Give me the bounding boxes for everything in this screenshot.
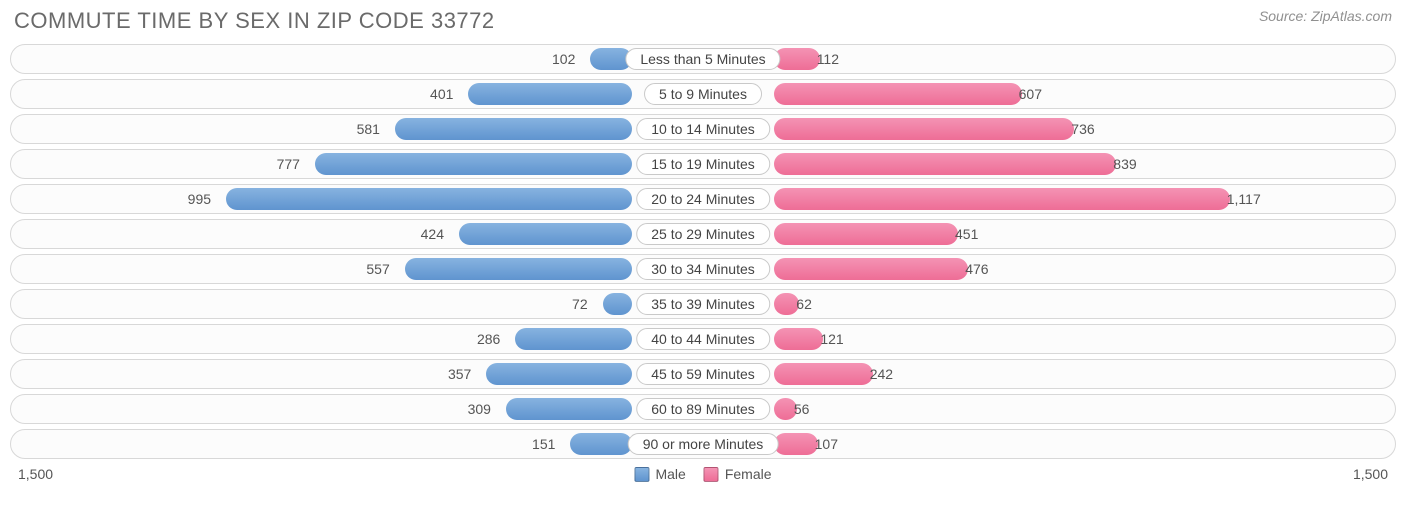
legend-male: Male — [634, 466, 685, 482]
male-bar — [468, 83, 632, 105]
female-bar — [774, 328, 823, 350]
male-bar — [226, 188, 632, 210]
category-label: 5 to 9 Minutes — [644, 83, 762, 105]
legend-female: Female — [704, 466, 772, 482]
male-bar — [395, 118, 632, 140]
male-value: 357 — [448, 360, 471, 388]
category-label: 90 or more Minutes — [628, 433, 779, 455]
female-value: 107 — [815, 430, 838, 458]
chart-container: COMMUTE TIME BY SEX IN ZIP CODE 33772 So… — [0, 0, 1406, 523]
chart-row: 20 to 24 Minutes 995 1,117 — [10, 184, 1396, 214]
male-bar — [506, 398, 632, 420]
male-value: 72 — [572, 290, 588, 318]
chart-row: 30 to 34 Minutes 557 476 — [10, 254, 1396, 284]
male-swatch-icon — [634, 467, 649, 482]
category-label: 60 to 89 Minutes — [636, 398, 770, 420]
female-value: 451 — [955, 220, 978, 248]
female-value: 112 — [817, 45, 839, 73]
chart-title: COMMUTE TIME BY SEX IN ZIP CODE 33772 — [14, 8, 495, 34]
category-label: 35 to 39 Minutes — [636, 293, 770, 315]
female-value: 62 — [796, 290, 812, 318]
female-value: 839 — [1113, 150, 1136, 178]
chart-body: Less than 5 Minutes 102 112 5 to 9 Minutes 4… — [10, 40, 1396, 459]
chart-row: Less than 5 Minutes 102 112 — [10, 44, 1396, 74]
category-label: 15 to 19 Minutes — [636, 153, 770, 175]
category-label: 10 to 14 Minutes — [636, 118, 770, 140]
female-bar — [774, 48, 820, 70]
male-value: 401 — [430, 80, 453, 108]
female-bar — [774, 223, 958, 245]
male-value: 995 — [188, 185, 211, 213]
female-bar — [774, 188, 1230, 210]
chart-row: 35 to 39 Minutes 72 62 — [10, 289, 1396, 319]
chart-row: 5 to 9 Minutes 401 607 — [10, 79, 1396, 109]
chart-row: 40 to 44 Minutes 286 121 — [10, 324, 1396, 354]
female-value: 607 — [1019, 80, 1042, 108]
male-bar — [486, 363, 632, 385]
axis-max-right: 1,500 — [1353, 466, 1388, 482]
female-bar — [774, 363, 873, 385]
male-bar — [459, 223, 632, 245]
female-value: 736 — [1071, 115, 1094, 143]
category-label: Less than 5 Minutes — [625, 48, 780, 70]
legend-female-label: Female — [725, 466, 772, 482]
male-bar — [515, 328, 632, 350]
chart-footer: 1,500 Male Female 1,500 — [10, 464, 1396, 490]
male-value: 777 — [277, 150, 300, 178]
legend: Male Female — [634, 466, 771, 482]
legend-male-label: Male — [655, 466, 685, 482]
female-value: 1,117 — [1227, 185, 1261, 213]
header: COMMUTE TIME BY SEX IN ZIP CODE 33772 So… — [10, 8, 1396, 40]
category-label: 20 to 24 Minutes — [636, 188, 770, 210]
chart-row: 10 to 14 Minutes 581 736 — [10, 114, 1396, 144]
male-value: 151 — [532, 430, 555, 458]
male-value: 102 — [552, 45, 575, 73]
category-label: 30 to 34 Minutes — [636, 258, 770, 280]
chart-row: 60 to 89 Minutes 309 56 — [10, 394, 1396, 424]
female-bar — [774, 153, 1116, 175]
chart-row: 25 to 29 Minutes 424 451 — [10, 219, 1396, 249]
male-value: 309 — [468, 395, 491, 423]
female-swatch-icon — [704, 467, 719, 482]
axis-max-left: 1,500 — [18, 466, 53, 482]
category-label: 25 to 29 Minutes — [636, 223, 770, 245]
chart-row: 90 or more Minutes 151 107 — [10, 429, 1396, 459]
category-label: 40 to 44 Minutes — [636, 328, 770, 350]
female-bar — [774, 83, 1022, 105]
female-bar — [774, 258, 968, 280]
female-value: 242 — [870, 360, 893, 388]
male-bar — [570, 433, 632, 455]
male-value: 286 — [477, 325, 500, 353]
male-value: 581 — [357, 115, 380, 143]
male-bar — [405, 258, 632, 280]
source-attribution: Source: ZipAtlas.com — [1259, 8, 1392, 24]
chart-row: 15 to 19 Minutes 777 839 — [10, 149, 1396, 179]
male-bar — [315, 153, 632, 175]
male-bar — [603, 293, 632, 315]
female-bar — [774, 118, 1074, 140]
female-value: 56 — [794, 395, 810, 423]
chart-row: 45 to 59 Minutes 357 242 — [10, 359, 1396, 389]
female-value: 121 — [820, 325, 843, 353]
male-value: 424 — [421, 220, 444, 248]
male-value: 557 — [366, 255, 389, 283]
category-label: 45 to 59 Minutes — [636, 363, 770, 385]
female-value: 476 — [965, 255, 988, 283]
female-bar — [774, 433, 818, 455]
